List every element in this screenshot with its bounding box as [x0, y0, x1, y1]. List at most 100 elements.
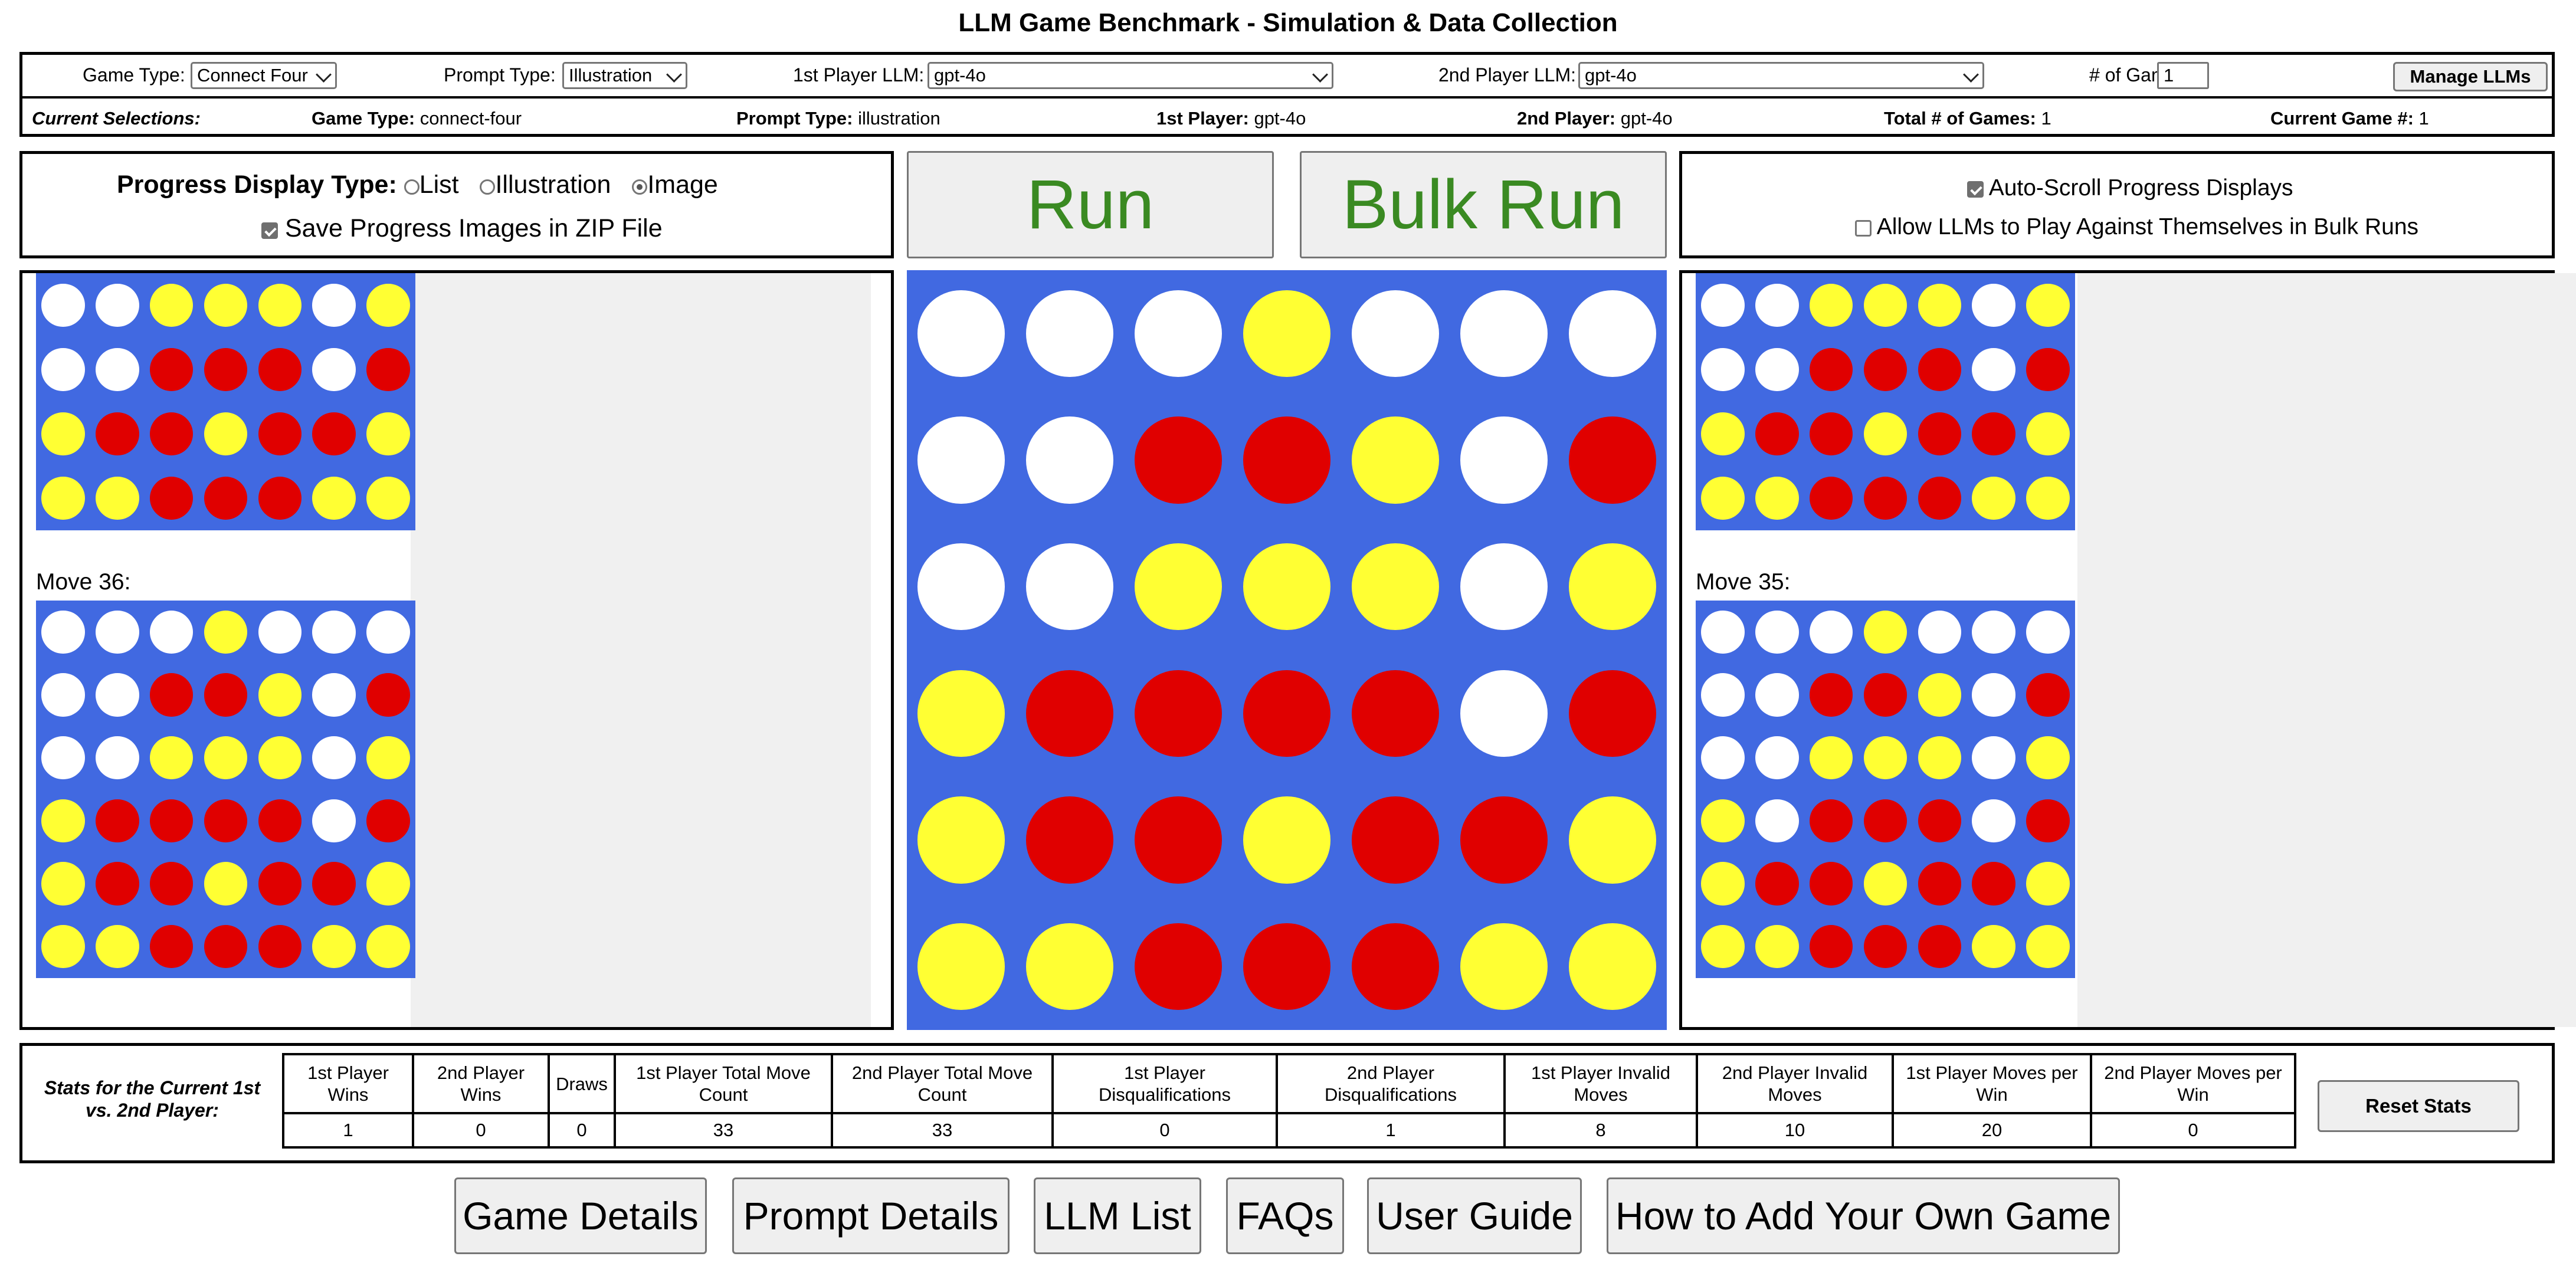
board-cell: [258, 283, 302, 327]
board-cell: [149, 799, 194, 843]
board-cell: [149, 610, 194, 654]
self-play-checkbox[interactable]: [1855, 220, 1872, 237]
board-cell: [2026, 673, 2070, 717]
board-cell: [96, 476, 139, 520]
board-cell: [2026, 924, 2070, 969]
board-cell: [1972, 476, 2015, 520]
faqs-button[interactable]: FAQs: [1226, 1177, 1344, 1254]
manage-llms-button[interactable]: Manage LLMs: [2393, 62, 2548, 91]
board-cell: [1918, 283, 1962, 327]
chevron-down-icon: [666, 67, 682, 83]
prompt-details-button[interactable]: Prompt Details: [732, 1177, 1010, 1254]
save-zip-label: Save Progress Images in ZIP File: [284, 214, 663, 242]
run-button[interactable]: Run: [907, 151, 1274, 258]
radio-icon: [480, 179, 496, 195]
bulk-run-button[interactable]: Bulk Run: [1300, 151, 1667, 258]
board-cell: [1026, 290, 1113, 377]
radio-illustration[interactable]: Illustration: [480, 170, 611, 199]
board-cell: [2026, 799, 2070, 843]
left-progress-panel[interactable]: Move 36:: [19, 270, 894, 1030]
board-cell: [917, 543, 1005, 631]
board-cell: [204, 476, 248, 520]
board-cell: [312, 736, 356, 780]
board-cell: [1135, 796, 1222, 884]
reset-stats-button[interactable]: Reset Stats: [2318, 1080, 2519, 1132]
board-cell: [1755, 862, 1799, 906]
user-guide-button[interactable]: User Guide: [1367, 1177, 1582, 1254]
board-cell: [1755, 347, 1799, 392]
board-cell: [41, 283, 85, 327]
board-cell: [1809, 799, 1853, 843]
p1-llm-select[interactable]: gpt-4o: [928, 62, 1333, 89]
game-type-select[interactable]: Connect Four: [191, 62, 337, 89]
game-details-button[interactable]: Game Details: [454, 1177, 707, 1254]
board-cell: [1863, 924, 1908, 969]
board-cell: [1569, 290, 1656, 377]
board-cell: [258, 862, 302, 906]
board-cell: [312, 862, 356, 906]
current-game-number-key: Current Game #:: [2270, 108, 2414, 129]
board-cell: [2026, 610, 2070, 654]
prompt-type-select[interactable]: Illustration: [562, 62, 687, 89]
board-cell: [1243, 670, 1330, 757]
board-cell: [1972, 924, 2015, 969]
board-cell: [204, 736, 248, 780]
board-cell: [1863, 736, 1908, 780]
radio-image[interactable]: Image: [632, 170, 718, 199]
p2-llm-select[interactable]: gpt-4o: [1578, 62, 1984, 89]
board-cell: [204, 283, 248, 327]
board-cell: [1701, 862, 1745, 906]
board-cell: [1863, 283, 1908, 327]
board-cell: [1460, 416, 1548, 504]
board-cell: [1755, 610, 1799, 654]
save-zip-row[interactable]: Save Progress Images in ZIP File: [261, 214, 663, 243]
board-thumbnail-previous: [1696, 273, 2075, 530]
p1-llm-value: gpt-4o: [934, 65, 986, 86]
radio-list[interactable]: List: [404, 170, 459, 199]
num-games-input[interactable]: 1: [2157, 62, 2209, 89]
board-cell: [1809, 736, 1853, 780]
autoscroll-checkbox[interactable]: [1967, 181, 1984, 198]
board-cell: [149, 412, 194, 456]
board-thumbnail-previous: [36, 273, 415, 530]
board-cell: [1135, 543, 1222, 631]
board-cell: [2026, 412, 2070, 456]
stats-header-cell: 1st Player Disqualifications: [1051, 1053, 1278, 1114]
stats-header-cell: 1st Player Wins: [282, 1053, 414, 1114]
board-cell: [204, 673, 248, 717]
divider: [22, 96, 2552, 99]
board-cell: [41, 412, 85, 456]
current-p2: 2nd Player: gpt-4o: [1517, 108, 1673, 129]
board-cell: [1809, 924, 1853, 969]
self-play-row[interactable]: Allow LLMs to Play Against Themselves in…: [1855, 214, 2418, 240]
stats-header-cell: 2nd Player Total Move Count: [831, 1053, 1054, 1114]
board-cell: [917, 796, 1005, 884]
stats-panel: Stats for the Current 1st vs. 2nd Player…: [19, 1043, 2555, 1163]
board-cell: [258, 799, 302, 843]
right-progress-panel[interactable]: Move 35:: [1679, 270, 2576, 1030]
board-cell: [204, 799, 248, 843]
board-cell: [149, 736, 194, 780]
board-cell: [41, 673, 85, 717]
board-cell: [1755, 736, 1799, 780]
board-cell: [1460, 670, 1548, 757]
board-cell: [204, 862, 248, 906]
board-cell: [96, 673, 139, 717]
board-cell: [1026, 416, 1113, 504]
board-cell: [917, 416, 1005, 504]
save-zip-checkbox[interactable]: [261, 222, 278, 239]
game-type-value: Connect Four: [197, 65, 308, 86]
board-cell: [149, 476, 194, 520]
board-cell: [1352, 670, 1439, 757]
add-game-button[interactable]: How to Add Your Own Game: [1607, 1177, 2120, 1254]
current-p2-value: gpt-4o: [1620, 108, 1673, 129]
board-cell: [312, 799, 356, 843]
stats-value-cell: 10: [1696, 1112, 1894, 1149]
stats-value-cell: 1: [282, 1112, 414, 1149]
board-cell: [41, 347, 85, 392]
board-cell: [204, 610, 248, 654]
autoscroll-row[interactable]: Auto-Scroll Progress Displays: [1967, 175, 2293, 201]
llm-list-button[interactable]: LLM List: [1034, 1177, 1201, 1254]
board-cell: [41, 799, 85, 843]
board-cell: [1809, 862, 1853, 906]
